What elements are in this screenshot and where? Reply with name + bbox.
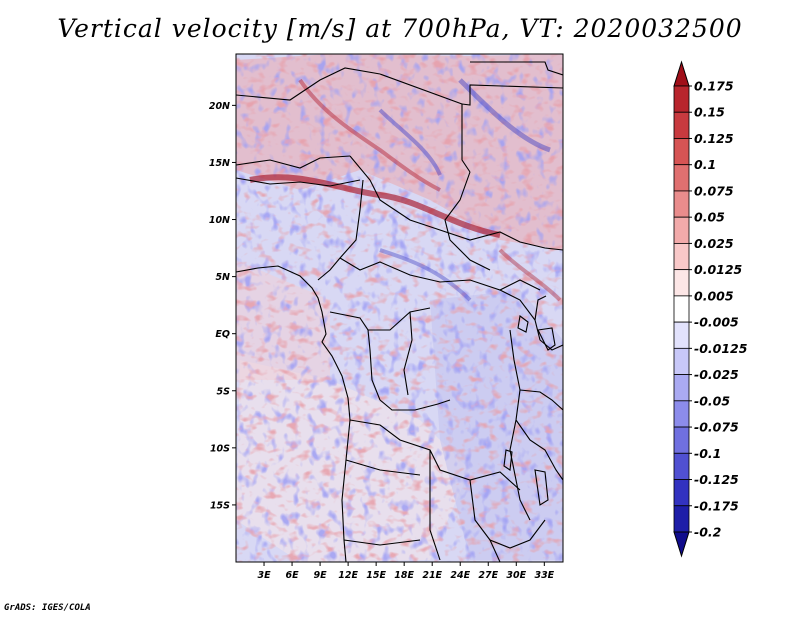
lon-tick-label: 12E (338, 570, 358, 581)
colorbar-top-arrow (673, 60, 690, 87)
colorbar-label: 0.15 (694, 105, 725, 120)
colorbar-label: -0.025 (694, 367, 739, 382)
colorbar-bin (673, 111, 690, 139)
colorbar-bin (673, 164, 690, 192)
lat-tick-label: 15N (209, 158, 230, 169)
lon-tick-label: 15E (366, 570, 386, 581)
lon-tick-label: 33E (534, 570, 554, 581)
colorbar-bottom-arrow (673, 531, 690, 558)
velocity-field (236, 54, 563, 562)
colorbar: 0.175 0.15 0.125 0.1 0.075 0.05 0.025 0.0125 0.0… (673, 60, 748, 558)
colorbar-label: -0.075 (694, 420, 739, 435)
lon-tick-label: 21E (422, 570, 442, 581)
lat-tick-label: 20N (209, 101, 230, 112)
colorbar-bin (673, 138, 690, 166)
colorbar-bin (673, 190, 690, 218)
colorbar-label: 0.025 (694, 236, 734, 251)
lon-tick-label: 27E (478, 570, 498, 581)
colorbar-bin (673, 374, 690, 402)
lat-tick-label: 5N (215, 272, 230, 283)
colorbar-label: -0.2 (694, 525, 721, 540)
colorbar-label: -0.125 (694, 472, 739, 487)
colorbar-bin (673, 216, 690, 244)
colorbar-label: 0.125 (694, 131, 734, 146)
longitude-axis: 3E 6E 9E 12E 15E 18E 21E 24E 27E 30E 33E (257, 562, 555, 581)
colorbar-label: -0.175 (694, 498, 739, 513)
colorbar-label: 0.05 (694, 210, 725, 225)
lon-tick-label: 6E (286, 570, 300, 581)
colorbar-bin (673, 505, 690, 533)
colorbar-label: 0.075 (694, 183, 734, 198)
lat-tick-label: EQ (215, 329, 230, 340)
lat-tick-label: 10N (209, 215, 230, 226)
lon-tick-label: 24E (450, 570, 470, 581)
colorbar-bin (673, 347, 690, 375)
map-panel: 20N 15N 10N 5N EQ 5S 10S 15S 3E 6E 9E 12E 15E 18E 21E… (209, 53, 564, 581)
colorbar-bin (673, 321, 690, 349)
colorbar-label: -0.05 (694, 393, 730, 408)
colorbar-bin (673, 269, 690, 297)
colorbar-bin (673, 452, 690, 480)
country-borders (236, 61, 563, 562)
chart-title: Vertical velocity [m/s] at 700hPa, VT: 2… (57, 14, 743, 43)
lon-tick-label: 9E (314, 570, 328, 581)
lat-tick-label: 10S (210, 443, 230, 454)
colorbar-label: -0.005 (694, 315, 739, 330)
colorbar-bin (673, 295, 690, 323)
lat-tick-label: 15S (210, 500, 230, 511)
colorbar-label: 0.0125 (694, 262, 743, 277)
colorbar-label: 0.1 (694, 157, 716, 172)
lon-tick-label: 30E (506, 570, 526, 581)
map-frame (235, 53, 564, 563)
lon-tick-label: 18E (394, 570, 414, 581)
latitude-axis: 20N 15N 10N 5N EQ 5S 10S 15S (209, 101, 236, 511)
colorbar-bin (673, 85, 690, 113)
colorbar-label: 0.175 (694, 79, 734, 94)
lon-tick-label: 3E (257, 570, 271, 581)
colorbar-bin (673, 400, 690, 428)
colorbar-bin (673, 479, 690, 507)
colorbar-label: -0.0125 (694, 341, 748, 356)
colorbar-label: 0.005 (694, 288, 734, 303)
colorbar-bin (673, 243, 690, 271)
grads-credit: GrADS: IGES/COLA (4, 603, 91, 613)
lat-tick-label: 5S (217, 386, 231, 397)
colorbar-bin (673, 426, 690, 454)
colorbar-label: -0.1 (694, 446, 721, 461)
